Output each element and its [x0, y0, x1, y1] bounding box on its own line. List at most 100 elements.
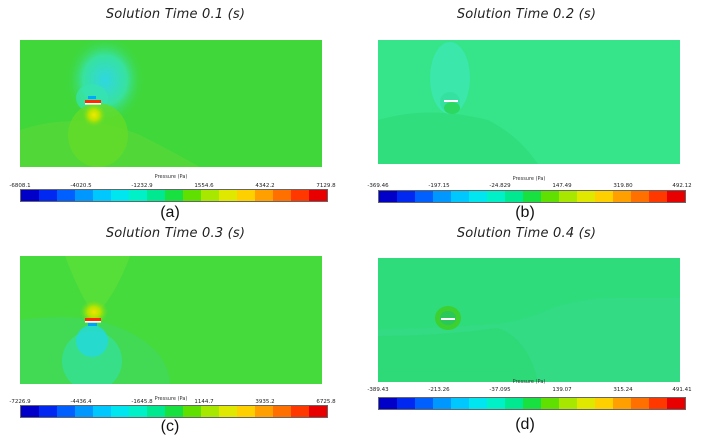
colorbar-segment [255, 190, 273, 201]
panel-sublabel: (a) [160, 204, 180, 221]
colorbar-segment [415, 398, 433, 409]
colorbar-segment [183, 190, 201, 201]
colorbar-segment [93, 190, 111, 201]
colorbar-segment [147, 406, 165, 417]
colorbar-segment [397, 191, 415, 202]
colorbar-tick: -24.829 [489, 183, 511, 189]
colorbar-segment [309, 190, 327, 201]
colorbar-tick: -4020.5 [70, 183, 92, 189]
colorbar-segment [595, 398, 613, 409]
colorbar-segment [57, 190, 75, 201]
colorbar-segment [273, 190, 291, 201]
colorbar-tick: 6725.8 [316, 399, 336, 405]
colorbar-segment [487, 191, 505, 202]
colorbar-segment [505, 191, 523, 202]
panel-title: Solution Time 0.3 (s) [105, 226, 246, 241]
colorbar-tick: 492.12 [672, 183, 692, 189]
colorbar-segment [577, 191, 595, 202]
colorbar-tick: 7129.8 [316, 183, 336, 189]
colorbar-segment [21, 406, 39, 417]
colorbar-label: Pressure (Pa) [512, 176, 546, 182]
colorbar-segment [451, 191, 469, 202]
pressure-field-plot [20, 40, 322, 167]
colorbar-segment [291, 406, 309, 417]
colorbar-segment [237, 406, 255, 417]
panel-sublabel: (d) [515, 416, 535, 433]
colorbar-segment [577, 398, 595, 409]
colorbar-segment [291, 190, 309, 201]
colorbar-segment [523, 191, 541, 202]
colorbar-segment [129, 406, 147, 417]
colorbar [20, 189, 328, 202]
colorbar-segment [183, 406, 201, 417]
colorbar-tick: 491.41 [672, 387, 692, 393]
colorbar-label: Pressure (Pa) [512, 379, 546, 385]
colorbar-segment [415, 191, 433, 202]
colorbar-segment [273, 406, 291, 417]
pressure-field-plot [20, 256, 322, 384]
colorbar-tick: -7226.9 [9, 399, 31, 405]
colorbar-segment [451, 398, 469, 409]
colorbar-segment [111, 190, 129, 201]
colorbar-segment [667, 191, 685, 202]
colorbar-segment [595, 191, 613, 202]
colorbar-tick: 3935.2 [255, 399, 275, 405]
colorbar-tick: -1645.8 [131, 399, 153, 405]
colorbar-segment [147, 190, 165, 201]
colorbar-segment [129, 190, 147, 201]
colorbar-segment [111, 406, 129, 417]
colorbar-segment [469, 191, 487, 202]
panel-title: Solution Time 0.1 (s) [105, 7, 246, 22]
colorbar-segment [649, 191, 667, 202]
colorbar-label: Pressure (Pa) [154, 396, 188, 402]
colorbar-segment [541, 398, 559, 409]
colorbar-label: Pressure (Pa) [154, 174, 188, 180]
colorbar-tick: 315.24 [613, 387, 633, 393]
colorbar-tick: 1554.6 [194, 183, 214, 189]
colorbar-tick: 139.07 [552, 387, 572, 393]
pressure-field-plot [378, 40, 680, 164]
colorbar-segment [255, 406, 273, 417]
panel-title: Solution Time 0.2 (s) [456, 7, 597, 22]
panel-sublabel: (c) [160, 418, 180, 435]
colorbar-segment [631, 191, 649, 202]
colorbar-segment [201, 406, 219, 417]
colorbar-tick: -369.46 [367, 183, 389, 189]
colorbar-tick: 1144.7 [194, 399, 214, 405]
colorbar-segment [649, 398, 667, 409]
colorbar-segment [631, 398, 649, 409]
colorbar-tick: 319.80 [613, 183, 633, 189]
colorbar-tick: -213.26 [428, 387, 450, 393]
colorbar-segment [75, 190, 93, 201]
colorbar-segment [505, 398, 523, 409]
colorbar-segment [397, 398, 415, 409]
colorbar [20, 405, 328, 418]
panel-a: Solution Time 0.1 (s) Pressure (Pa) -680… [0, 0, 351, 221]
colorbar-segment [237, 190, 255, 201]
colorbar-segment [613, 191, 631, 202]
colorbar-segment [219, 406, 237, 417]
colorbar-segment [559, 398, 577, 409]
colorbar-segment [75, 406, 93, 417]
colorbar-tick: -197.15 [428, 183, 450, 189]
panel-title: Solution Time 0.4 (s) [456, 226, 597, 241]
colorbar-tick: -6808.1 [9, 183, 31, 189]
colorbar-segment [93, 406, 111, 417]
colorbar-segment [469, 398, 487, 409]
colorbar-tick: -1232.9 [131, 183, 153, 189]
colorbar-tick: -37.095 [489, 387, 511, 393]
colorbar-segment [613, 398, 631, 409]
colorbar-segment [165, 406, 183, 417]
colorbar-tick: 147.49 [552, 183, 572, 189]
colorbar-segment [559, 191, 577, 202]
panel-b: Solution Time 0.2 (s) Pressure (Pa) -369… [351, 0, 702, 221]
colorbar-segment [39, 406, 57, 417]
panel-sublabel: (b) [515, 204, 535, 221]
colorbar-segment [379, 191, 397, 202]
colorbar-segment [21, 190, 39, 201]
colorbar-tick: -4436.4 [70, 399, 92, 405]
colorbar-segment [165, 190, 183, 201]
colorbar-segment [201, 190, 219, 201]
panel-c: Solution Time 0.3 (s) Pressure (Pa) -722… [0, 220, 351, 439]
colorbar-segment [523, 398, 541, 409]
